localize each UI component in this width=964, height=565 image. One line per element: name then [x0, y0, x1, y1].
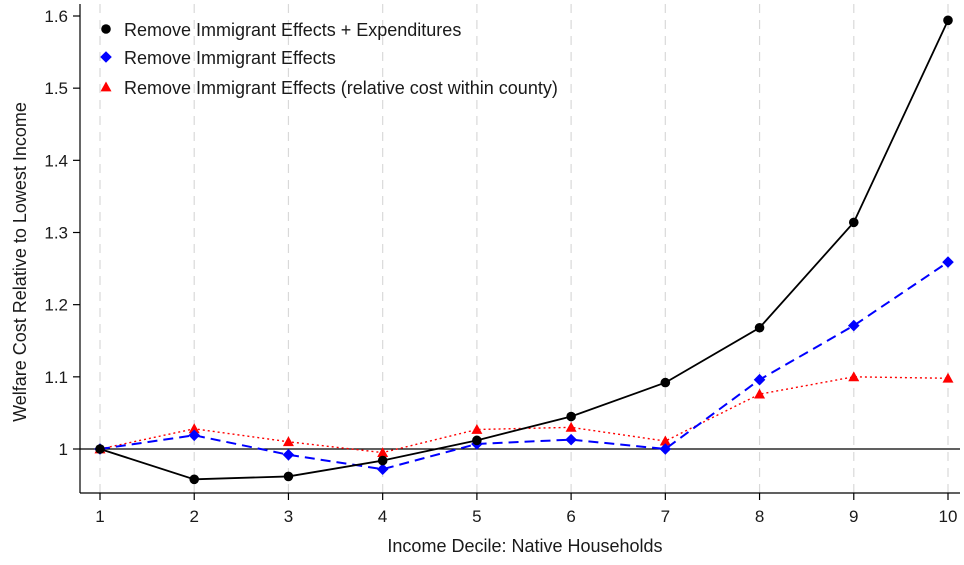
- x-tick-label: 9: [849, 507, 858, 526]
- x-tick-label: 1: [95, 507, 104, 526]
- y-tick-label: 1.6: [44, 7, 68, 26]
- series-group: [95, 371, 954, 457]
- data-point: [284, 472, 294, 482]
- y-tick-label: 1.4: [44, 151, 68, 170]
- x-tick-label: 5: [472, 507, 481, 526]
- y-tick-label: 1.5: [44, 79, 68, 98]
- x-tick-label: 2: [189, 507, 198, 526]
- legend-marker: [101, 82, 112, 92]
- data-point: [378, 456, 388, 466]
- y-tick-label: 1.1: [44, 368, 68, 387]
- data-point: [755, 323, 765, 333]
- legend: Remove Immigrant Effects + Expenditures R…: [100, 20, 558, 98]
- legend-label: Remove Immigrant Effects + Expenditures: [124, 20, 461, 40]
- y-tick-label: 1: [59, 440, 68, 459]
- legend-marker: [100, 51, 112, 63]
- data-point: [848, 371, 859, 381]
- data-point: [566, 422, 577, 432]
- legend-item: Remove Immigrant Effects + Expenditures: [101, 20, 461, 40]
- x-tick-label: 6: [566, 507, 575, 526]
- data-point: [754, 374, 766, 386]
- data-point: [943, 373, 954, 383]
- data-point: [943, 16, 953, 26]
- data-point: [472, 436, 482, 446]
- data-point: [283, 449, 295, 461]
- data-point: [283, 436, 294, 446]
- legend-marker: [101, 24, 111, 34]
- data-point: [565, 434, 577, 446]
- data-point: [189, 475, 199, 485]
- x-tick-label: 7: [661, 507, 670, 526]
- data-point: [566, 412, 576, 422]
- data-point: [942, 256, 954, 268]
- legend-label: Remove Immigrant Effects (relative cost …: [124, 78, 558, 98]
- legend-item: Remove Immigrant Effects (relative cost …: [101, 78, 558, 98]
- y-tick-label: 1.3: [44, 224, 68, 243]
- x-axis-title: Income Decile: Native Households: [387, 536, 662, 556]
- data-point: [471, 424, 482, 434]
- y-tick-label: 1.2: [44, 296, 68, 315]
- x-tick-label: 10: [939, 507, 958, 526]
- series-group: [94, 256, 954, 475]
- y-axis-title: Welfare Cost Relative to Lowest Income: [10, 102, 30, 422]
- data-point: [848, 320, 860, 332]
- x-tick-label: 8: [755, 507, 764, 526]
- x-tick-label: 3: [284, 507, 293, 526]
- legend-label: Remove Immigrant Effects: [124, 48, 336, 68]
- series-line: [100, 262, 948, 469]
- data-point: [95, 444, 105, 454]
- x-tick-label: 4: [378, 507, 387, 526]
- legend-item: Remove Immigrant Effects: [100, 48, 336, 68]
- data-point: [849, 218, 859, 228]
- data-point: [661, 378, 671, 388]
